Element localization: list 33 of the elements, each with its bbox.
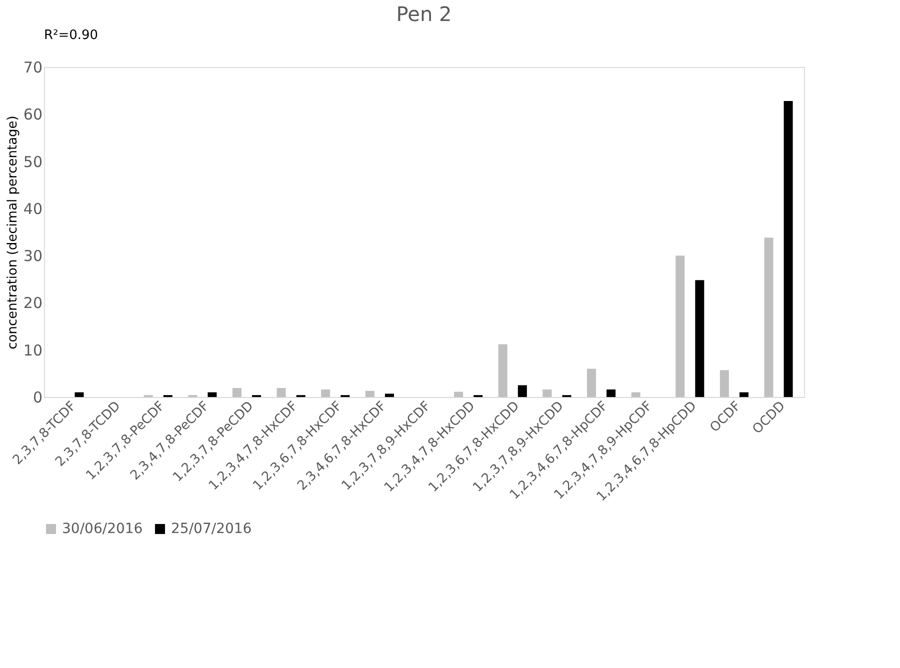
y-tick-label: 10	[23, 341, 42, 360]
y-tick-label: 30	[23, 247, 42, 266]
bar	[784, 100, 793, 397]
bar	[498, 344, 508, 397]
text: R²=0.90	[44, 28, 98, 43]
bar	[518, 385, 527, 397]
bar	[232, 388, 242, 397]
bar	[542, 389, 552, 397]
bar	[606, 389, 616, 397]
bar	[631, 392, 640, 397]
y-tick-label: 50	[23, 152, 42, 171]
y-tick-label: 60	[23, 106, 42, 124]
y-tick-label: 40	[23, 200, 42, 218]
y-axis-title: concentration (decimal percentage)	[5, 116, 20, 350]
bar	[365, 390, 374, 397]
bar	[586, 368, 596, 397]
bar	[321, 389, 330, 397]
legend-label: 30/06/2016	[62, 521, 143, 537]
legend-label: 25/07/2016	[171, 521, 252, 537]
y-tick-label: 0	[32, 388, 42, 406]
bar	[276, 388, 286, 397]
bar	[695, 280, 704, 397]
bar	[739, 392, 748, 397]
chart-title: Pen 2	[396, 2, 452, 26]
bar	[676, 256, 685, 397]
bar	[74, 392, 84, 397]
y-tick-label: 20	[23, 294, 42, 312]
bar	[764, 238, 774, 397]
bar	[720, 370, 729, 397]
y-tick-label: 70	[23, 58, 42, 76]
bar	[454, 392, 464, 397]
bar	[384, 394, 394, 397]
bar	[208, 392, 217, 397]
